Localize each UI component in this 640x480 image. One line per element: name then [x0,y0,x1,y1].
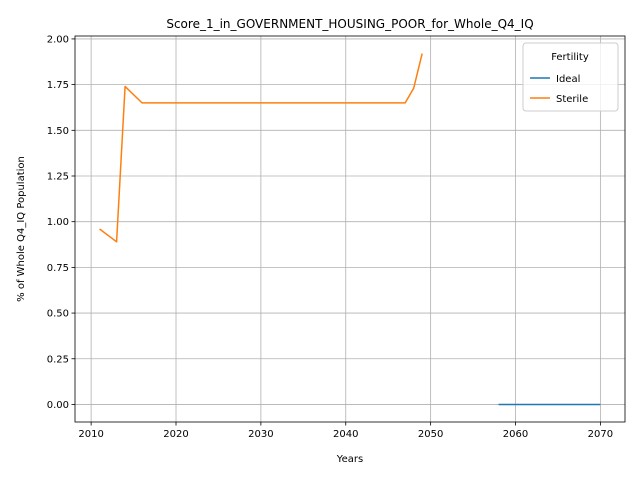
chart-title: Score_1_in_GOVERNMENT_HOUSING_POOR_for_W… [166,17,533,31]
y-tick-label: 1.50 [47,126,69,137]
axis-ticks: 2010 2020 2030 2040 2050 2060 2070 0.00 0.25 0.50… [47,34,613,440]
legend: Fertility Ideal Sterile [522,42,619,112]
y-axis-label: % of Whole Q4_IQ Population [16,156,27,302]
x-axis-label: Years [336,454,363,465]
y-tick-label: 2.00 [47,34,69,45]
x-tick-label: 2070 [588,429,613,440]
series-layer [99,53,601,406]
legend-label-sterile: Sterile [556,94,588,105]
x-tick-label: 2040 [333,429,358,440]
x-tick-label: 2020 [163,429,188,440]
y-tick-label: 0.75 [47,263,69,274]
y-tick-label: 0.00 [47,400,69,411]
grid [75,36,625,422]
y-tick-label: 1.25 [47,171,69,182]
legend-label-ideal: Ideal [556,74,580,85]
legend-box [522,42,619,112]
x-tick-label: 2060 [503,429,528,440]
y-tick-label: 1.00 [47,217,69,228]
x-tick-label: 2050 [418,429,443,440]
legend-title: Fertility [551,52,589,63]
y-tick-label: 0.50 [47,309,69,320]
series-line-sterile [99,53,423,243]
y-tick-label: 0.25 [47,354,69,365]
x-tick-label: 2010 [78,429,103,440]
y-tick-label: 1.75 [47,80,69,91]
x-tick-label: 2030 [248,429,273,440]
plot-area-frame [74,35,626,423]
